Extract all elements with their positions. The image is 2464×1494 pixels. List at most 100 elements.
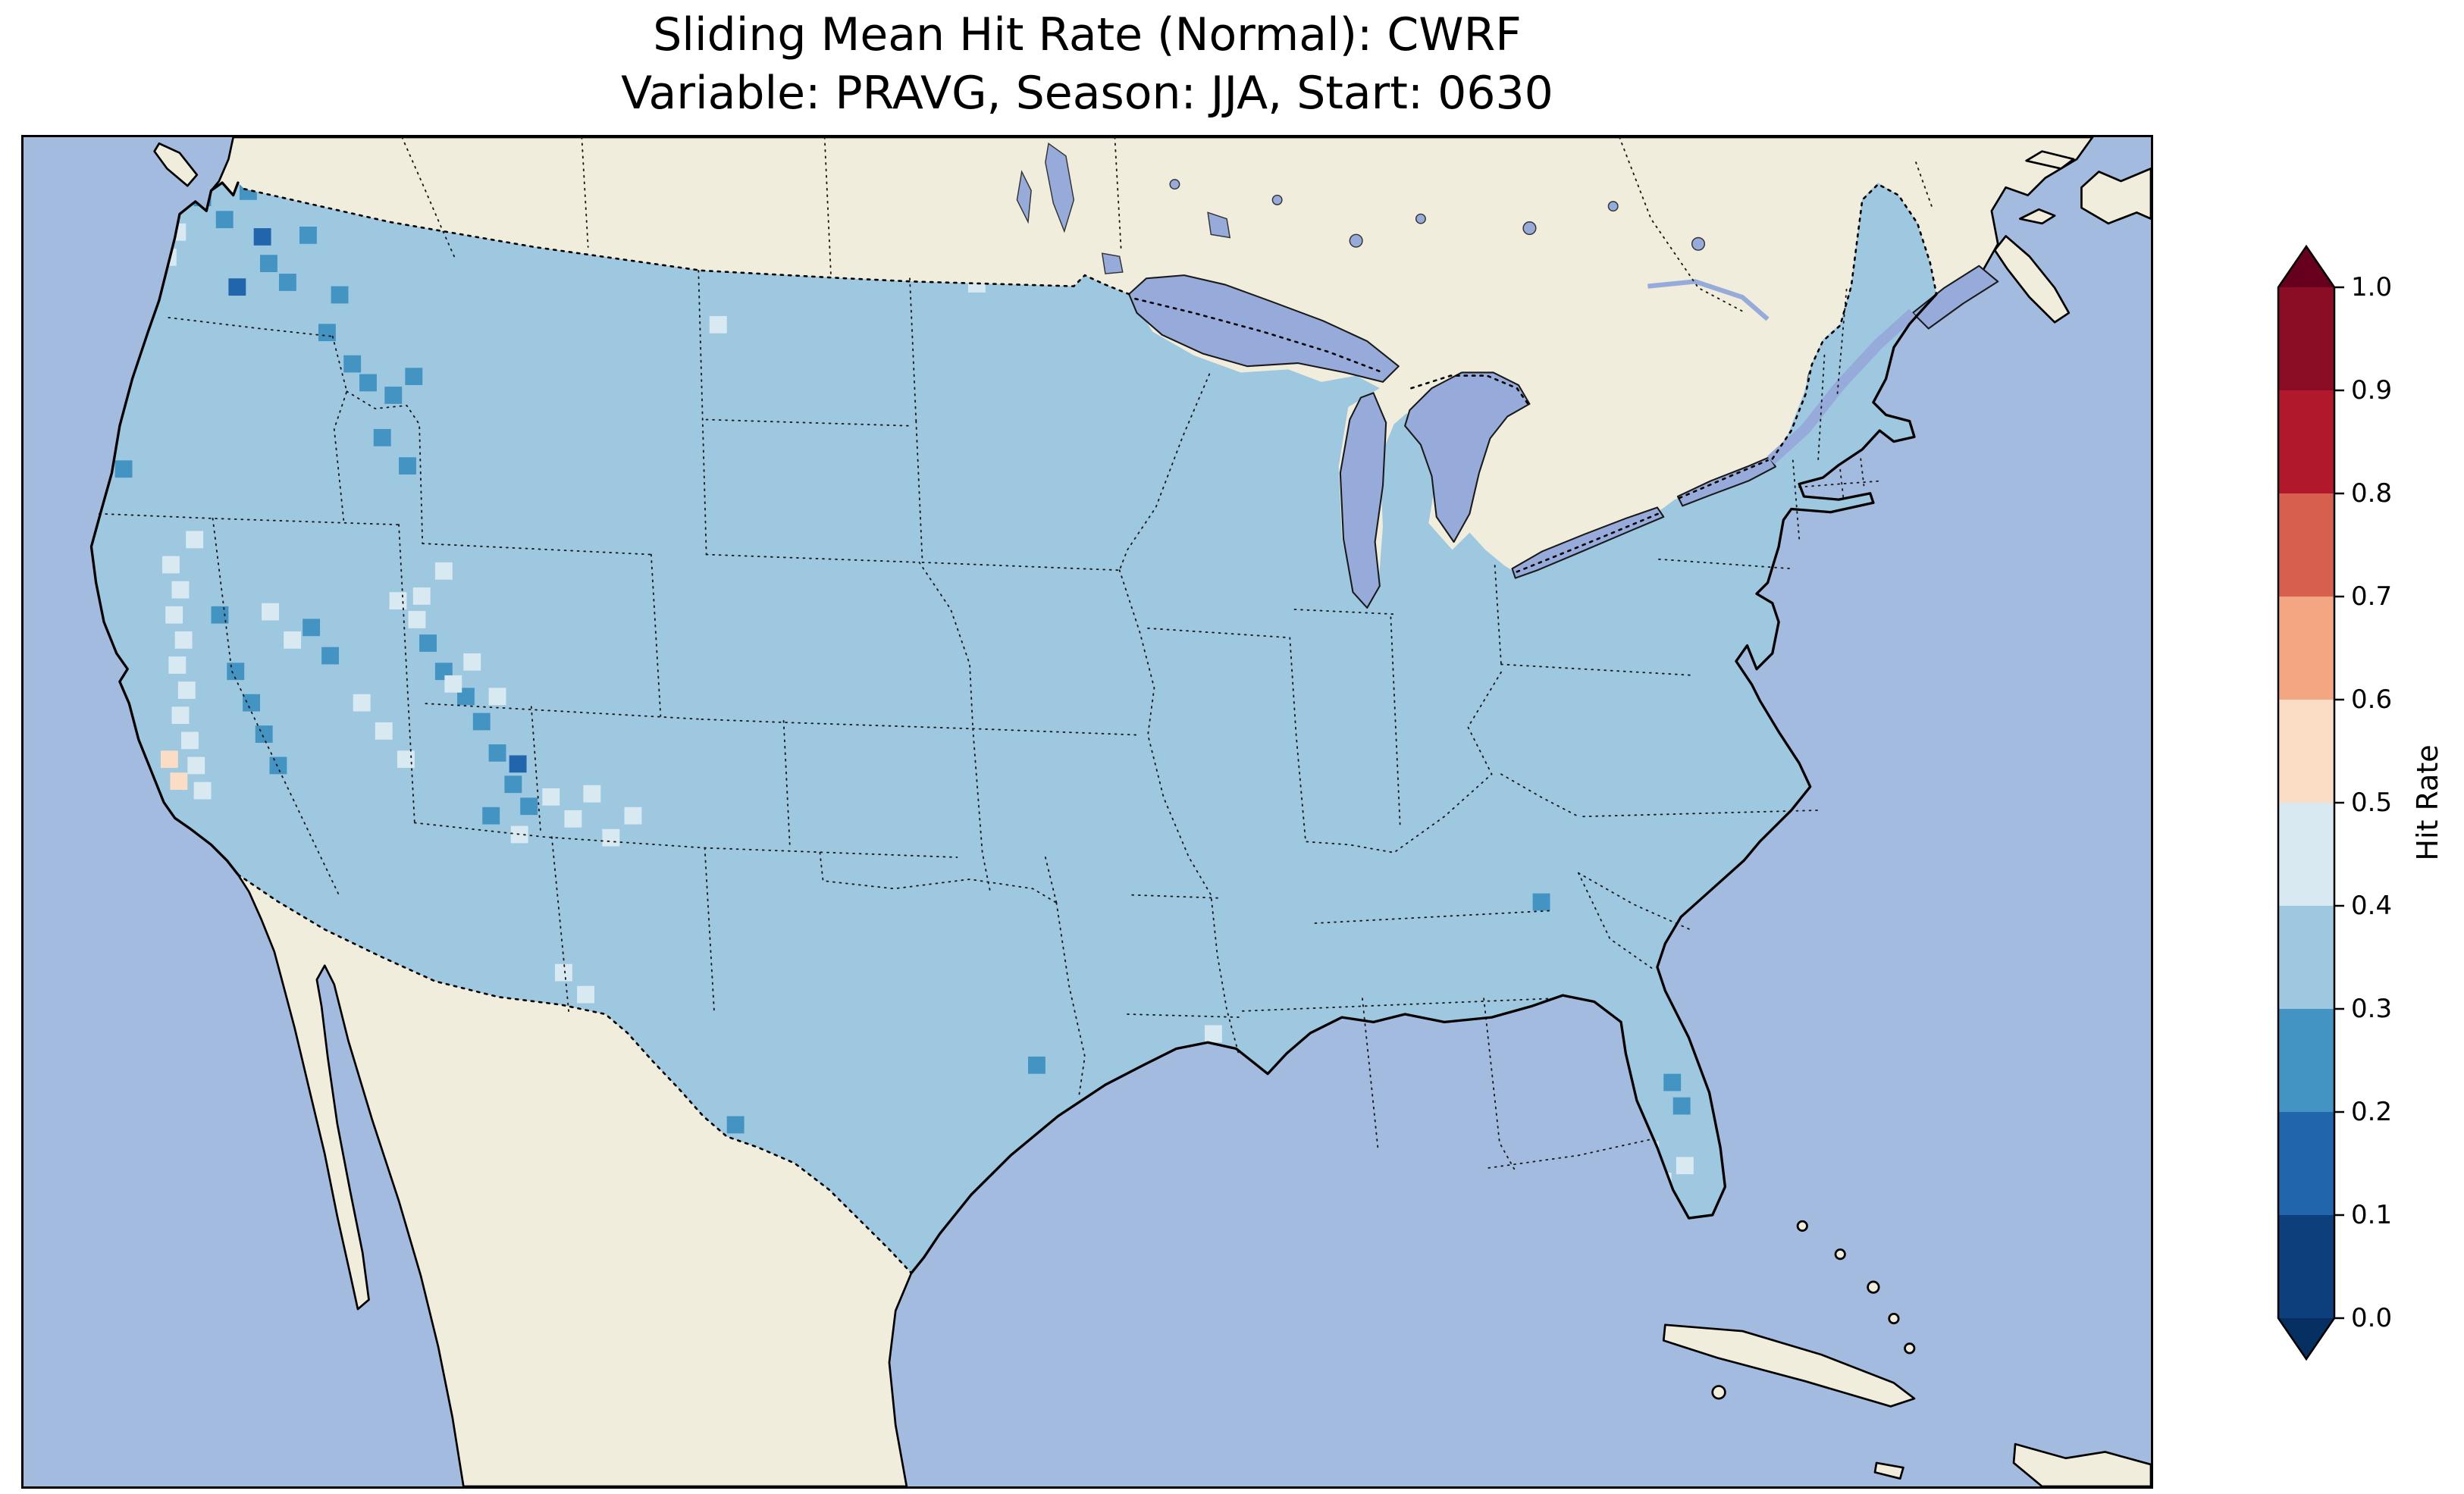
colorbar-tick-label: 0.5 — [2351, 788, 2392, 818]
lake-of-the-woods — [1101, 252, 1124, 274]
colorbar-segment — [2278, 493, 2334, 597]
bahamas-island — [1888, 1312, 1900, 1325]
canadian-lake — [1169, 179, 1180, 190]
grid-cell — [303, 619, 321, 637]
colorbar-tick-label: 0.4 — [2351, 891, 2392, 921]
anticosti-island — [2025, 150, 2075, 170]
canadian-lake — [1349, 233, 1363, 248]
grid-cell — [510, 825, 528, 844]
grid-cell — [269, 756, 287, 775]
grid-cell — [472, 713, 491, 731]
prince-edward-island — [2019, 208, 2056, 225]
grid-cell — [583, 785, 601, 803]
colorbar-tick-label: 0.3 — [2351, 994, 2392, 1024]
lake-nipigon — [1207, 211, 1231, 239]
grid-cell — [171, 581, 190, 599]
colorbar-extend-min — [2278, 1318, 2334, 1359]
nova-scotia — [1993, 235, 2071, 324]
grid-cell — [331, 286, 349, 304]
colorbar-axis-label: Hit Rate — [2411, 744, 2444, 861]
grid-cell — [353, 694, 371, 712]
lake-superior — [1128, 274, 1400, 383]
colorbar-tick-label: 0.6 — [2351, 684, 2392, 715]
lake-michigan — [1339, 392, 1387, 609]
grid-cell — [405, 368, 423, 386]
grid-cell — [160, 750, 178, 769]
ottawa-river — [1647, 279, 1770, 321]
colorbar-tick-label: 0.9 — [2351, 375, 2392, 406]
grid-cell — [343, 355, 362, 373]
pacific-coastline — [89, 181, 240, 876]
grid-cell — [1672, 1097, 1691, 1115]
grid-cell — [211, 606, 229, 624]
grid-cell — [170, 772, 188, 791]
grid-cell — [488, 687, 506, 706]
colorbar-segment — [2278, 287, 2334, 390]
bahamas-island — [1904, 1342, 1916, 1355]
grid-cell — [260, 255, 277, 272]
canadian-lake — [1691, 236, 1706, 251]
title-line-1: Sliding Mean Hit Rate (Normal): CWRF — [653, 8, 1522, 61]
grid-cell — [482, 807, 500, 825]
grid-cell — [1204, 1025, 1222, 1043]
hispaniola — [2012, 1442, 2151, 1486]
grid-cell — [373, 428, 391, 446]
grid-cell — [284, 631, 302, 649]
lake-huron — [1404, 371, 1531, 543]
grid-cell — [384, 387, 403, 404]
map-canvas — [24, 137, 2151, 1486]
grid-cell — [624, 807, 642, 825]
grid-cell — [434, 562, 453, 580]
grid-cell — [318, 324, 336, 342]
colorbar-segment — [2278, 700, 2334, 803]
grid-cell — [165, 606, 183, 624]
grid-cell — [321, 647, 340, 665]
bahamas-island — [1867, 1280, 1880, 1294]
grid-cell — [359, 374, 377, 392]
grid-cell — [186, 531, 204, 549]
grid-cell — [299, 226, 317, 244]
grid-cell — [444, 675, 462, 693]
grid-cell — [255, 725, 273, 743]
colorbar-tick-label: 0.2 — [2351, 1097, 2392, 1127]
rivers — [1647, 279, 1917, 465]
colorbar-segment — [2278, 1009, 2334, 1112]
grid-cell — [228, 278, 246, 296]
grid-cell — [1663, 1073, 1682, 1092]
colorbar-tick-label: 1.0 — [2351, 272, 2392, 302]
grid-cell — [181, 731, 199, 750]
colorbar: 0.0 0.1 0.2 0.3 0.4 0.5 0.6 0.7 0.8 0.9 1.0 — [2271, 245, 2464, 1397]
colorbar-tick-label: 0.0 — [2351, 1303, 2392, 1333]
lake-manitoba — [1016, 170, 1032, 224]
us-mexico-border — [237, 873, 913, 1274]
grid-cell — [542, 788, 560, 806]
province-borders — [401, 137, 1933, 314]
grid-cell — [554, 963, 572, 982]
grid-cell — [1676, 1157, 1694, 1175]
grid-cell — [488, 744, 506, 762]
coastlines — [89, 181, 1938, 1275]
colorbar-canvas: 0.0 0.1 0.2 0.3 0.4 0.5 0.6 0.7 0.8 0.9 1.0 — [2277, 245, 2392, 1361]
figure-title: Sliding Mean Hit Rate (Normal): CWRF Var… — [21, 6, 2153, 123]
grid-cell — [397, 750, 415, 769]
colorbar-segment — [2278, 906, 2334, 1009]
jamaica — [1873, 1461, 1904, 1480]
grid-cell — [114, 460, 133, 478]
grid-cell — [375, 722, 393, 740]
lake-ontario — [1676, 456, 1776, 507]
colorbar-tick-label: 0.1 — [2351, 1200, 2392, 1230]
st-lawrence-river — [1766, 309, 1917, 465]
grid-cell — [520, 797, 538, 816]
map-panel — [21, 135, 2153, 1489]
canadian-lake — [1415, 213, 1426, 224]
grid-cell — [564, 810, 582, 828]
canadian-lake — [1271, 194, 1283, 205]
grid-cell — [174, 631, 193, 649]
grid-cell — [709, 315, 727, 334]
grid-cell — [577, 985, 594, 1004]
grid-cell — [253, 228, 271, 246]
great-lakes — [1128, 265, 1999, 609]
canadian-lake — [1522, 221, 1537, 236]
colorbar-tick-label: 0.8 — [2351, 478, 2392, 509]
national-borders — [237, 183, 1938, 1274]
